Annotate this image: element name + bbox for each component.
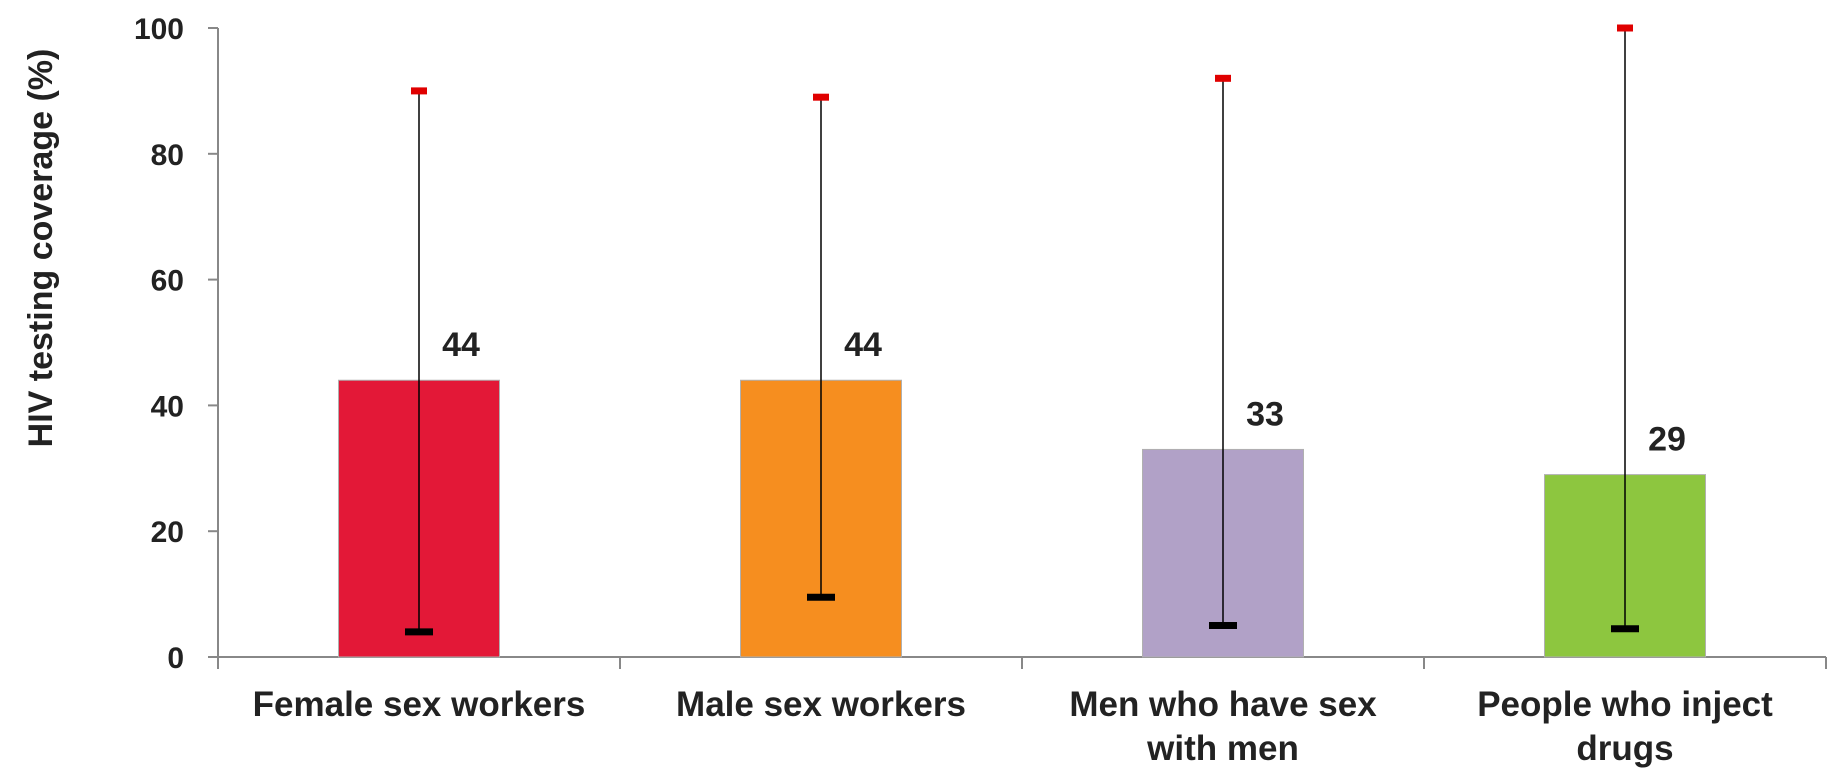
data-labels: 44 44 33 29 (442, 326, 1686, 458)
bars (338, 379, 1706, 658)
x-axis: Female sex workers Male sex workers Men wh… (217, 656, 1827, 768)
y-tick-label: 80 (151, 139, 184, 172)
y-tick-label: 20 (151, 516, 184, 549)
y-tick-label: 40 (151, 390, 184, 423)
y-axis-title: HIV testing coverage (%) (22, 49, 60, 448)
error-bars (405, 24, 1639, 636)
y-tick-label: 100 (134, 13, 184, 46)
x-tick-label: drugs (1576, 729, 1673, 768)
data-label: 33 (1246, 395, 1284, 433)
x-tick-label: with men (1146, 729, 1299, 768)
y-tick-label: 60 (151, 265, 184, 298)
x-tick-label: People who inject (1477, 685, 1773, 724)
data-label: 44 (844, 326, 882, 364)
x-tick-label: Female sex workers (253, 685, 586, 724)
y-axis: 0 20 40 60 80 100 (134, 13, 219, 675)
y-tick-label: 0 (167, 642, 184, 675)
x-tick-label: Men who have sex (1069, 685, 1377, 724)
data-label: 44 (442, 326, 480, 364)
x-tick-label: Male sex workers (676, 685, 966, 724)
data-label: 29 (1648, 421, 1686, 459)
